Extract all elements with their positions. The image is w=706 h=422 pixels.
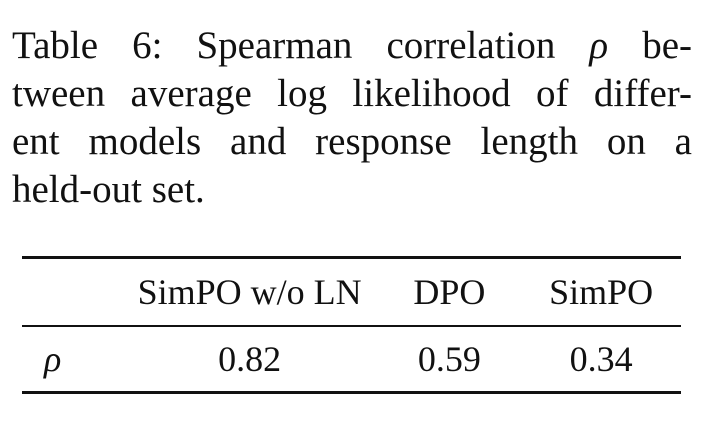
table-row: ρ 0.82 0.59 0.34 <box>22 326 681 393</box>
cell-simpo-wo-ln: 0.82 <box>218 339 282 379</box>
header-simpo-wo-ln: SimPO w/o LN <box>137 272 362 312</box>
header-simpo: SimPO <box>549 272 654 312</box>
correlation-table: SimPO w/o LN DPO SimPO ρ 0.82 0.59 0.34 <box>22 256 681 394</box>
cell-dpo: 0.59 <box>417 339 481 379</box>
header-dpo: DPO <box>413 272 486 312</box>
table-caption: Table 6: Spearman correlation ρ be- twee… <box>12 22 692 214</box>
caption-rho-symbol: ρ <box>589 24 609 67</box>
caption-text: be- <box>608 24 692 67</box>
results-table: SimPO w/o LN DPO SimPO ρ 0.82 0.59 0.34 <box>22 256 681 394</box>
caption-line-1: Table 6: Spearman correlation ρ be- <box>12 22 692 70</box>
caption-line-4: held-out set. <box>12 168 205 211</box>
caption-line-2: tween average log likelihood of differ- <box>12 72 692 115</box>
caption-line-3: ent models and response length on a <box>12 120 692 163</box>
row-label-rho: ρ <box>44 339 62 379</box>
header-empty <box>22 258 122 327</box>
caption-text: Table 6: Spearman correlation <box>12 24 590 67</box>
cell-simpo: 0.34 <box>569 339 633 379</box>
table-header-row: SimPO w/o LN DPO SimPO <box>22 257 681 327</box>
